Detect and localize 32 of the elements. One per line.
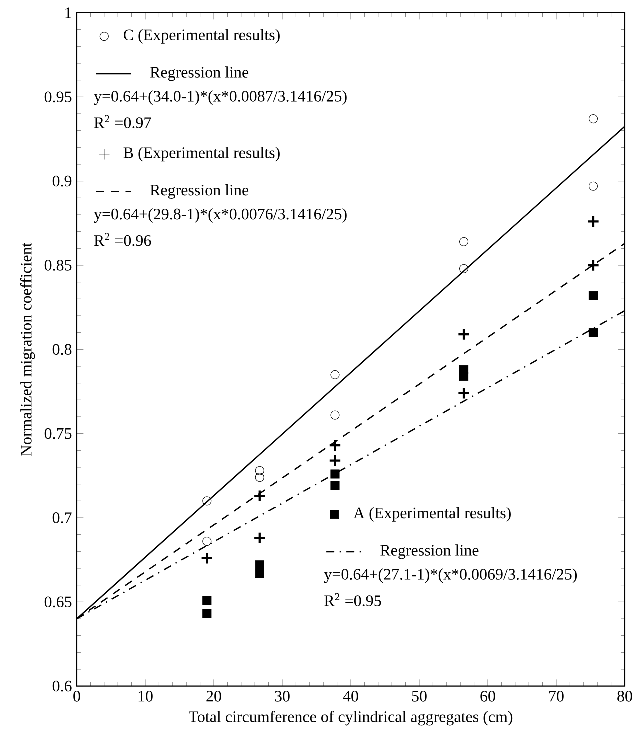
legend-label: Regression line [380,544,478,560]
y-axis-title: Normalized migration coefficient [20,242,35,456]
x-tick-label: 10 [138,691,153,702]
x-tick-label: 30 [275,691,290,702]
x-tick-label: 80 [617,691,632,702]
annotation: R$^{2}$ =0.96 [94,233,152,246]
y-tick-label: 0.6 [52,680,72,692]
annotation: R$^{2}$ =0.97 [94,115,152,128]
y-tick-label: 1 [65,8,72,18]
annotation: y=0.64+(34.0-1)*(x*0.0087/3.1416/25) [94,90,347,106]
x-tick-label: 60 [480,691,496,702]
y-tick-label: 0.95 [44,92,72,103]
legend-label: C (Experimental results) [124,29,280,44]
y-tick-label: 0.7 [52,512,72,524]
x-tick-label: 40 [343,691,358,702]
legend-label: Regression line [150,66,248,82]
y-tick-label: 0.8 [52,344,72,356]
annotation: y=0.64+(29.8-1)*(x*0.0076/3.1416/25) [94,208,347,224]
legend-label: B (Experimental results) [124,147,280,162]
legend-label: A (Experimental results) [353,507,511,522]
y-tick-label: 0.85 [44,260,72,271]
x-tick-label: 20 [206,691,222,702]
y-tick-label: 0.75 [44,428,72,440]
x-tick-label: 0 [73,691,80,702]
annotation: R$^{2}$ =0.95 [324,593,382,607]
x-axis-title: Total circumference of cylindrical aggregates (cm) [188,710,512,726]
legend-label: Regression line [150,184,248,200]
y-tick-label: 0.9 [52,176,72,187]
annotation: y=0.64+(27.1-1)*(x*0.0069/3.1416/25) [324,568,577,584]
y-tick-label: 0.65 [44,596,72,608]
x-tick-label: 50 [412,691,427,702]
x-tick-label: 70 [549,691,564,702]
